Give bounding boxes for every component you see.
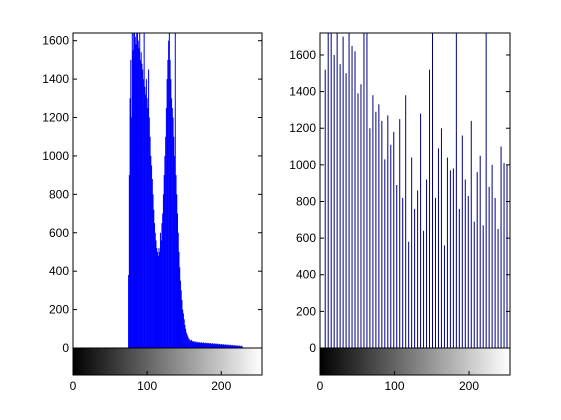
x-tick-label: 100 — [137, 379, 157, 393]
x-tick-label: 100 — [384, 379, 404, 393]
y-tick-label: 0 — [62, 341, 69, 355]
y-tick-label: 1200 — [289, 121, 316, 135]
y-tick-label: 1000 — [42, 149, 69, 163]
x-tick-label: 200 — [211, 379, 231, 393]
axes-box — [319, 32, 511, 376]
x-tick-label: 200 — [459, 379, 479, 393]
y-tick-label: 1200 — [42, 111, 69, 125]
y-tick-label: 200 — [296, 304, 316, 318]
y-tick-label: 1600 — [42, 34, 69, 48]
y-tick-label: 800 — [49, 187, 69, 201]
y-tick-label: 600 — [49, 226, 69, 240]
y-tick-label: 1600 — [289, 48, 316, 62]
y-tick-label: 1400 — [42, 72, 69, 86]
colorbar — [320, 348, 510, 375]
y-tick-label: 200 — [49, 303, 69, 317]
axes-box — [72, 32, 263, 376]
y-tick-label: 400 — [49, 264, 69, 278]
plot-area — [128, 33, 243, 348]
colorbar — [73, 348, 262, 375]
y-tick-label: 400 — [296, 268, 316, 282]
plot-area — [324, 33, 510, 348]
y-tick-label: 800 — [296, 194, 316, 208]
y-tick-label: 1400 — [289, 85, 316, 99]
y-tick-label: 1000 — [289, 158, 316, 172]
x-tick-label: 0 — [317, 379, 324, 393]
x-tick-label: 0 — [70, 379, 77, 393]
y-tick-label: 0 — [309, 341, 316, 355]
y-tick-label: 600 — [296, 231, 316, 245]
